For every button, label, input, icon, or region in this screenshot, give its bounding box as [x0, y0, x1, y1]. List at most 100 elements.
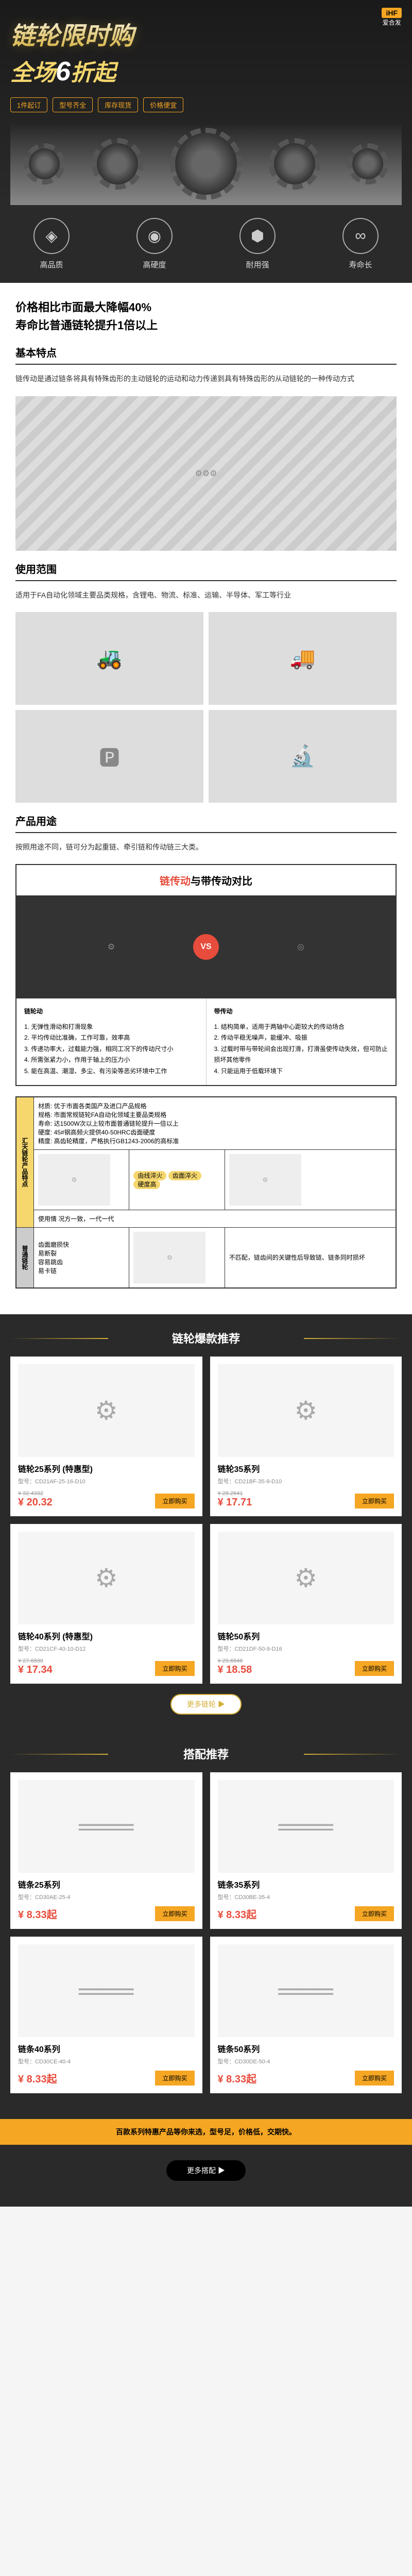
price: ¥ 17.34 — [18, 1664, 53, 1676]
gear-illustration — [10, 123, 402, 205]
buy-button[interactable]: 立即购买 — [355, 1906, 394, 1921]
product-card[interactable]: ⚙ 链轮35系列 型号：CD21BF-35-9-D10 ¥ 28.2641¥ 1… — [210, 1357, 402, 1516]
old-price: ¥ 28.2641 — [218, 1490, 252, 1497]
feature-item: ◉高硬度 — [136, 218, 173, 270]
product-image: ⚙ — [218, 1532, 394, 1624]
chain-drive-image: ⚙ — [16, 895, 206, 998]
promo-section-2: 搭配推荐 ═══ 链条25系列 型号：CD30AE-25-4 ¥ 8.33起立即… — [0, 1730, 412, 2119]
table-cell: 齿面磨损快易断裂容易跳齿易卡链 — [34, 1227, 129, 1288]
product-card[interactable]: ⚙ 链轮25系列 (特惠型) 型号：CD21AF-25-16-D10 ¥ 32.… — [10, 1357, 202, 1516]
section-title: 产品用途 — [15, 813, 397, 833]
brand-logo: iHF 爱合发 — [382, 8, 402, 27]
truck-icon: 🚚 — [209, 612, 397, 705]
price: ¥ 8.33起 — [18, 1906, 57, 1921]
product-image: ═══ — [18, 1944, 195, 2037]
product-name: 链轮40系列 (特惠型) — [18, 1630, 195, 1642]
product-model: 型号：CD30BE-35-4 — [218, 1893, 394, 1901]
product-card[interactable]: ═══ 链条35系列 型号：CD30BE-35-4 ¥ 8.33起立即购买 — [210, 1772, 402, 1929]
price: ¥ 18.58 — [218, 1664, 252, 1676]
table-cell: ⚙ — [129, 1227, 225, 1288]
table-cell: 不匹配，链齿间的关键性后导致链、链条同时损坏 — [225, 1227, 396, 1288]
body-text: 按照用途不同，链可分为起重链、牵引链和传动链三大类。 — [15, 841, 397, 854]
gear-thumbnail: ⚙ — [133, 1232, 205, 1283]
gear-thumbnail: ⚙ — [38, 1154, 110, 1206]
product-card[interactable]: ⚙ 链轮50系列 型号：CD21DF-50-9-D16 ¥ 29.6846¥ 1… — [210, 1524, 402, 1684]
compare-right: 带传动 1. 结构简单，适用于两轴中心距较大的传动场合2. 传动平稳无噪声，能缓… — [207, 998, 396, 1085]
product-card[interactable]: ═══ 链条50系列 型号：CD30DE-50-4 ¥ 8.33起立即购买 — [210, 1937, 402, 2093]
table-cell: ⚙ — [225, 1149, 396, 1210]
durable-icon: ⬢ — [239, 218, 276, 254]
product-name: 链条35系列 — [218, 1878, 394, 1890]
product-name: 链条25系列 — [18, 1878, 195, 1890]
product-image: ═══ — [18, 1780, 195, 1873]
product-model: 型号：CD30CE-40-4 — [18, 2057, 195, 2065]
usage-grid: 🚜 🚚 🅿 🔬 — [15, 612, 397, 803]
footer-note: 百款系列特惠产品等你来选，型号足，价格低，交期快。 — [0, 2119, 412, 2145]
compare-images: ⚙ VS ◎ — [16, 895, 396, 998]
hero-banner: iHF 爱合发 链轮限时购 全场6折起 1件起订 型号齐全 库存现货 价格便宜 — [0, 0, 412, 205]
badge: 型号齐全 — [53, 97, 93, 112]
old-price: ¥ 32.4332 — [18, 1490, 53, 1497]
section-title: 使用范围 — [15, 561, 397, 581]
product-model: 型号：CD21CF-40-10-D12 — [18, 1645, 195, 1653]
tractor-icon: 🚜 — [15, 612, 203, 705]
buy-button[interactable]: 立即购买 — [355, 1494, 394, 1509]
feature-item: ∞寿命长 — [342, 218, 379, 270]
badge: 库存现货 — [98, 97, 138, 112]
vs-badge: VS — [193, 934, 219, 960]
body-text: 适用于FA自动化领域主要品类规格，含锂电、物流、标准、运输、半导体、军工等行业 — [15, 589, 397, 602]
table-cell: 由线淬火 齿面淬火 硬度高 — [129, 1149, 225, 1210]
promo-section-1: 链轮爆款推荐 ⚙ 链轮25系列 (特惠型) 型号：CD21AF-25-16-D1… — [0, 1314, 412, 1730]
feature-table: 汇天链轮产品特点 材质: 优于市面各类国产及进口产品规格规格: 市面常规链轮FA… — [15, 1096, 397, 1289]
badge: 1件起订 — [10, 97, 47, 112]
promo-title: 搭配推荐 — [10, 1745, 402, 1762]
chain-image: ⚙⚙⚙ — [15, 396, 397, 551]
quality-icon: ◈ — [33, 218, 70, 254]
product-model: 型号：CD30DE-50-4 — [218, 2057, 394, 2065]
product-grid: ═══ 链条25系列 型号：CD30AE-25-4 ¥ 8.33起立即购买 ══… — [10, 1772, 402, 2093]
logo-name: 爱合发 — [382, 18, 402, 27]
product-image: ⚙ — [18, 1364, 195, 1457]
more-button[interactable]: 更多链轮 ▶ — [170, 1694, 242, 1715]
hero-title: 链轮限时购 — [10, 15, 402, 52]
feature-item: ⬢耐用强 — [239, 218, 276, 270]
buy-button[interactable]: 立即购买 — [155, 2071, 194, 2086]
product-card[interactable]: ═══ 链条40系列 型号：CD30CE-40-4 ¥ 8.33起立即购买 — [10, 1937, 202, 2093]
product-name: 链轮50系列 — [218, 1630, 394, 1642]
product-model: 型号：CD21AF-25-16-D10 — [18, 1477, 195, 1485]
product-card[interactable]: ⚙ 链轮40系列 (特惠型) 型号：CD21CF-40-10-D12 ¥ 27.… — [10, 1524, 202, 1684]
product-image: ⚙ — [218, 1364, 394, 1457]
table-cell: ⚙ — [34, 1149, 129, 1210]
buy-button[interactable]: 立即购买 — [355, 2071, 394, 2086]
main-content: 价格相比市面最大降幅40%寿命比普通链轮提升1倍以上 基本特点 链传动是通过链条… — [0, 283, 412, 1314]
product-grid: ⚙ 链轮25系列 (特惠型) 型号：CD21AF-25-16-D10 ¥ 32.… — [10, 1357, 402, 1684]
price: ¥ 8.33起 — [218, 2071, 257, 2086]
product-image: ═══ — [218, 1780, 394, 1873]
section-title: 基本特点 — [15, 345, 397, 365]
table-cell: 使用情 况方一致，一代一代 — [34, 1210, 397, 1227]
lifespan-icon: ∞ — [342, 218, 379, 254]
gear-thumbnail: ⚙ — [229, 1154, 301, 1206]
product-model: 型号：CD21BF-35-9-D10 — [218, 1477, 394, 1485]
product-name: 链轮25系列 (特惠型) — [18, 1462, 195, 1475]
product-name: 链轮35系列 — [218, 1462, 394, 1475]
parking-icon: 🅿 — [15, 710, 203, 803]
compare-columns: 链轮动 1. 无弹性滑动和打滑现象2. 平均传动比准确，工作可靠，效率高3. 传… — [16, 998, 396, 1085]
product-image: ═══ — [218, 1944, 394, 2037]
buy-button[interactable]: 立即购买 — [155, 1906, 194, 1921]
buy-button[interactable]: 立即购买 — [155, 1494, 194, 1509]
product-card[interactable]: ═══ 链条25系列 型号：CD30AE-25-4 ¥ 8.33起立即购买 — [10, 1772, 202, 1929]
tag: 硬度高 — [133, 1180, 160, 1189]
compare-title: 链传动与带传动对比 — [16, 865, 396, 895]
product-image: ⚙ — [18, 1532, 195, 1624]
body-text: 链传动是通过链条将具有特殊齿形的主动链轮的运动和动力传递到具有特殊齿形的从动链轮… — [15, 372, 397, 385]
old-price: ¥ 27.6830 — [18, 1658, 53, 1664]
buy-button[interactable]: 立即购买 — [155, 1661, 194, 1676]
table-side-label: 普通链轮 — [16, 1227, 34, 1288]
buy-button[interactable]: 立即购买 — [355, 1661, 394, 1676]
feature-item: ◈高品质 — [33, 218, 70, 270]
table-side-label: 汇天链轮产品特点 — [16, 1097, 34, 1228]
lab-icon: 🔬 — [209, 710, 397, 803]
product-model: 型号：CD21DF-50-9-D16 — [218, 1645, 394, 1653]
footer-more-button[interactable]: 更多搭配 ▶ — [166, 2160, 246, 2181]
